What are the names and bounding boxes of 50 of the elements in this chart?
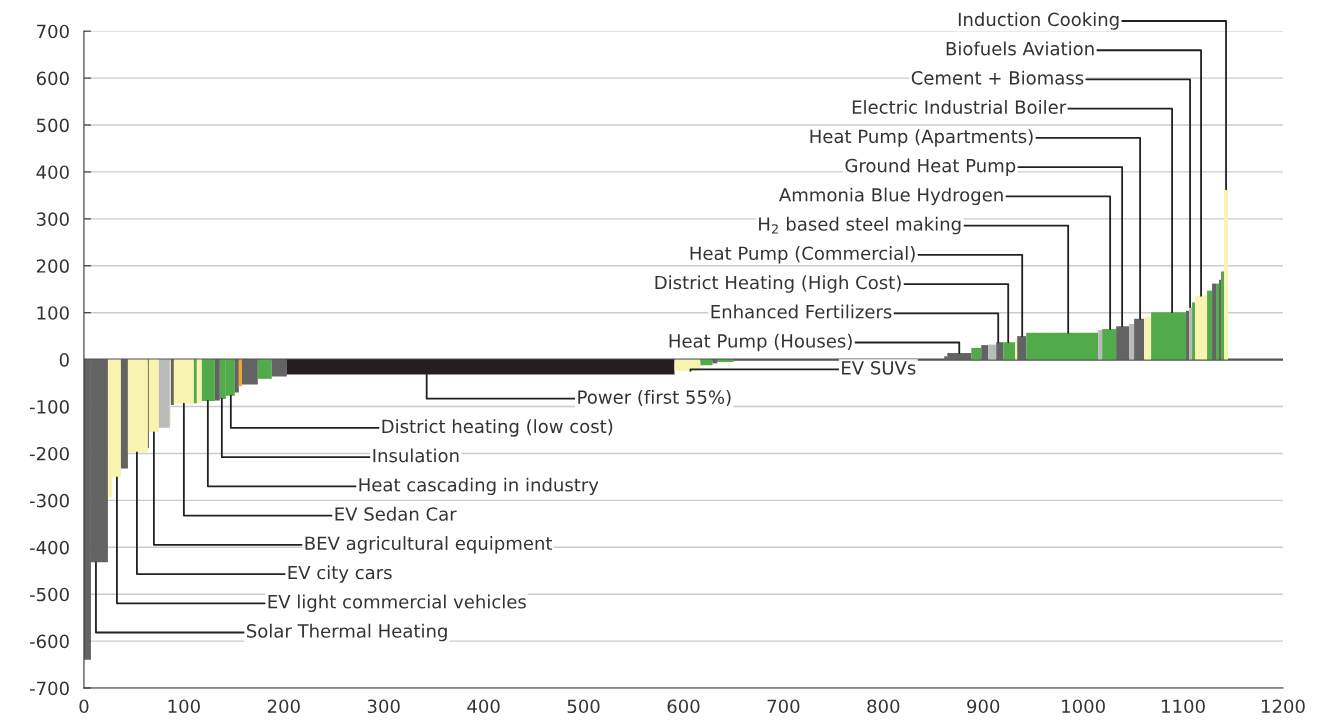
y-tick-label: -200 <box>29 446 69 461</box>
x-tick-label: 900 <box>967 699 1000 714</box>
y-tick-label: -700 <box>29 681 69 696</box>
x-tick-label: 200 <box>267 699 300 714</box>
annotation: BEV agricultural equipment <box>305 536 553 554</box>
y-tick-label: -500 <box>29 587 69 602</box>
x-tick-label: 400 <box>467 699 500 714</box>
x-tick-label: 1000 <box>1062 699 1105 714</box>
annotation: Heat Pump (Apartments) <box>810 129 1033 147</box>
annotation: Heat Pump (Commercial) <box>690 246 915 264</box>
y-tick-label: 600 <box>36 71 69 86</box>
y-tick-label: 500 <box>36 118 69 133</box>
x-tick-label: 1200 <box>1262 699 1305 714</box>
x-tick-label: 600 <box>667 699 700 714</box>
x-tick-label: 500 <box>567 699 600 714</box>
annotation: Ammonia Blue Hydrogen <box>779 187 1003 206</box>
y-tick-label: 200 <box>36 259 69 273</box>
annotation: Biofuels Aviation <box>946 41 1094 56</box>
x-tick-label: 300 <box>367 699 400 714</box>
annotation: Heat cascading in industry <box>359 477 599 496</box>
annotation: Enhanced Fertilizers <box>711 304 892 319</box>
annotation: H$_{2}$ based steel making <box>759 216 961 235</box>
x-tick-label: 100 <box>168 699 200 714</box>
x-tick-label: 800 <box>867 699 900 714</box>
annotation: EV light commercial vehicles <box>268 594 526 613</box>
annotation: EV city cars <box>288 565 392 583</box>
y-tick-label: -600 <box>29 634 69 649</box>
annotation: EV SUVs <box>842 361 916 375</box>
y-tick-label: -300 <box>29 493 69 508</box>
y-tick-label: 100 <box>37 306 69 320</box>
y-tick-label: 0 <box>59 353 69 367</box>
x-tick-label: 700 <box>767 699 800 714</box>
y-tick-label: 700 <box>37 24 69 39</box>
annotation: Heat Pump (Houses) <box>669 333 852 352</box>
annotation: EV Sedan Car <box>335 506 457 521</box>
y-tick-label: -400 <box>29 540 69 555</box>
annotation: Insulation <box>373 448 459 463</box>
y-tick-label: -100 <box>29 399 69 414</box>
annotation: Induction Cooking <box>958 12 1119 30</box>
y-tick-label: 300 <box>36 212 69 226</box>
annotation: District Heating (High Cost) <box>655 275 901 293</box>
annotation: Cement + Biomass <box>911 70 1084 85</box>
x-tick-label: 1100 <box>1162 699 1205 714</box>
annotation: District heating (low cost) <box>382 419 613 437</box>
annotation: Ground Heat Pump <box>845 158 1016 176</box>
annotation: Solar Thermal Heating <box>247 623 447 642</box>
annotation: Electric Industrial Boiler <box>852 99 1067 114</box>
annotation: Power (first 55%) <box>578 389 731 407</box>
y-tick-label: 400 <box>36 165 69 180</box>
x-tick-label: 0 <box>79 699 89 714</box>
